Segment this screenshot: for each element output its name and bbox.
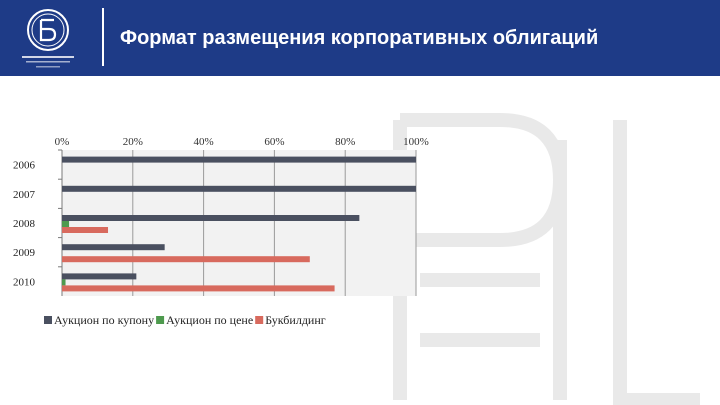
y-category-label: 2007: [13, 189, 36, 201]
bar: [62, 221, 70, 227]
y-category-label: 2009: [13, 247, 36, 259]
x-tick-label: 0%: [55, 136, 70, 148]
legend-label: Аукцион по цене: [166, 313, 253, 327]
x-tick-label: 40%: [194, 136, 214, 148]
y-category-label: 2006: [13, 160, 36, 172]
university-logo-icon: [22, 9, 74, 68]
bar: [62, 156, 416, 163]
bar: [62, 244, 165, 251]
legend: Аукцион по купону Аукцион по цене Букбилди…: [44, 313, 326, 327]
bar: [62, 227, 109, 233]
bar: [62, 273, 137, 280]
y-category-label: 2010: [13, 276, 36, 288]
header-divider: [102, 8, 104, 66]
plot-area: [62, 150, 416, 296]
x-tick-label: 60%: [264, 136, 284, 148]
x-tick-label: 20%: [123, 136, 143, 148]
y-category-labels: 2006 2007 2008 2009 2010: [13, 160, 36, 289]
legend-swatch: [156, 316, 165, 324]
bar: [62, 285, 335, 292]
bar: [62, 185, 416, 192]
page-title: Формат размещения корпоративных облигаци…: [120, 27, 599, 49]
bar: [62, 279, 66, 286]
x-tick-labels: 0% 20% 40% 60% 80% 100%: [55, 136, 429, 148]
legend-label: Букбилдинг: [265, 313, 326, 327]
legend-label: Аукцион по купону: [54, 313, 154, 327]
legend-swatch: [44, 316, 52, 324]
bar: [62, 215, 360, 221]
bars: [62, 156, 416, 292]
x-tick-label: 80%: [335, 136, 355, 148]
bar-chart: 0% 20% 40% 60% 80% 100% 20062007200820092010 …: [13, 136, 429, 327]
legend-swatch: [255, 316, 264, 324]
bar: [62, 256, 310, 263]
x-tick-label: 100%: [403, 136, 429, 148]
header-bar: Формат размещения корпоративных облигаци…: [0, 0, 720, 76]
y-category-label: 2008: [13, 218, 36, 230]
